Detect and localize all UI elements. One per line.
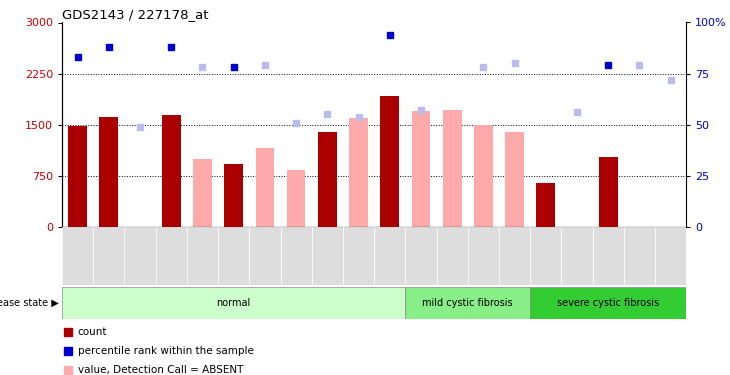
Bar (99, 117, 118, 227)
Bar (468, 227, 499, 285)
Bar (405, 227, 437, 285)
Text: disease state ▶: disease state ▶ (0, 298, 59, 308)
Bar (412, 111, 430, 227)
Bar (505, 132, 524, 227)
Bar (561, 227, 593, 285)
Text: severe cystic fibrosis: severe cystic fibrosis (557, 298, 659, 308)
Bar (224, 164, 243, 227)
Bar (499, 227, 530, 285)
Bar (249, 227, 280, 285)
Text: mild cystic fibrosis: mild cystic fibrosis (423, 298, 513, 308)
Bar (162, 115, 180, 227)
Bar (124, 227, 155, 285)
Bar (380, 96, 399, 227)
Bar (193, 159, 212, 227)
Bar (255, 148, 274, 227)
Bar (62, 287, 405, 319)
Bar (623, 227, 655, 285)
Bar (599, 157, 618, 227)
Bar (593, 227, 623, 285)
Bar (655, 227, 686, 285)
Bar (537, 183, 555, 227)
Text: normal: normal (217, 298, 251, 308)
Bar (349, 118, 368, 227)
Bar (187, 227, 218, 285)
Bar (62, 227, 93, 285)
Bar (69, 126, 87, 227)
Bar (437, 227, 468, 285)
Bar (343, 227, 374, 285)
Bar (530, 227, 561, 285)
Bar (474, 124, 493, 227)
Bar (405, 287, 530, 319)
Text: GDS2143 / 227178_at: GDS2143 / 227178_at (62, 8, 209, 21)
Bar (530, 287, 686, 319)
Bar (218, 227, 249, 285)
Bar (312, 227, 343, 285)
Text: value, Detection Call = ABSENT: value, Detection Call = ABSENT (77, 365, 243, 375)
Text: count: count (77, 327, 107, 337)
Bar (287, 170, 305, 227)
Bar (443, 110, 461, 227)
Bar (374, 227, 405, 285)
Bar (318, 132, 337, 227)
Bar (155, 227, 187, 285)
Bar (280, 227, 312, 285)
Bar (93, 227, 124, 285)
Text: percentile rank within the sample: percentile rank within the sample (77, 346, 253, 356)
